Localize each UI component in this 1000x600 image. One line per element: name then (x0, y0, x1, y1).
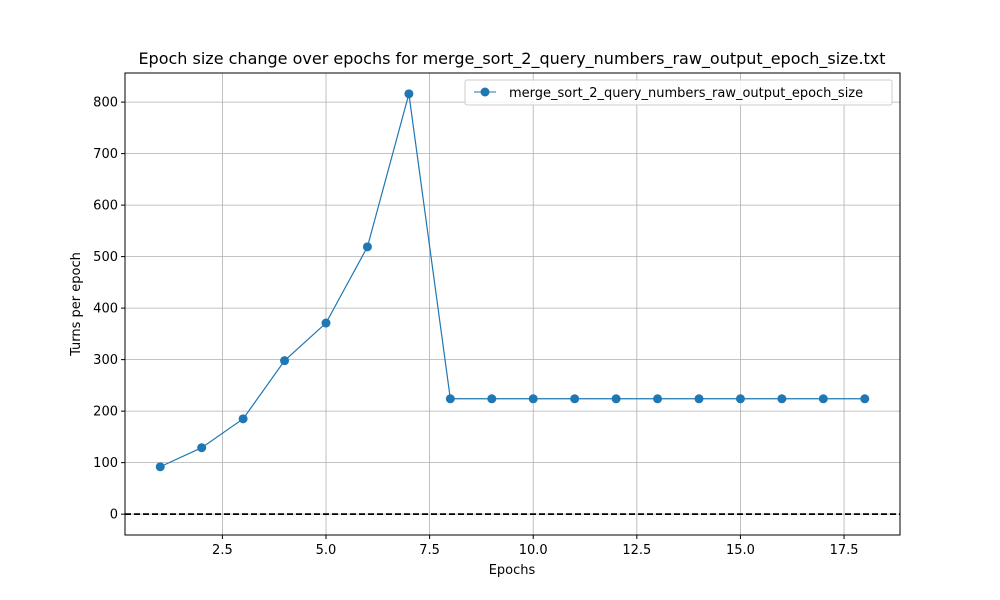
data-point (777, 394, 787, 404)
data-point (487, 394, 497, 404)
data-point (155, 462, 165, 472)
data-point (321, 318, 331, 328)
y-tick-label: 100 (93, 456, 118, 471)
data-point (197, 443, 207, 453)
data-point (445, 394, 455, 404)
chart-title: Epoch size change over epochs for merge_… (138, 49, 885, 69)
x-axis-label: Epochs (489, 563, 536, 578)
data-point (404, 89, 414, 99)
x-tick-label: 17.5 (830, 543, 859, 558)
data-point (735, 394, 745, 404)
legend: merge_sort_2_query_numbers_raw_output_ep… (464, 79, 893, 106)
x-tick-label: 15.0 (726, 543, 755, 558)
y-tick-label: 500 (93, 250, 118, 265)
legend-box (464, 79, 893, 106)
plot-frame (124, 72, 901, 536)
data-point (570, 394, 580, 404)
x-tick-label: 10.0 (519, 543, 548, 558)
x-tick-label: 7.5 (419, 543, 440, 558)
data-point (860, 394, 870, 404)
series-layer (155, 89, 870, 472)
data-point (694, 394, 704, 404)
series-line (159, 93, 865, 468)
y-axis-ticks: 0 100 200 300 400 500 600 700 800 (93, 96, 125, 523)
y-tick-label: 0 (110, 508, 118, 523)
legend-series-label: merge_sort_2_query_numbers_raw_output_ep… (509, 86, 863, 101)
y-axis-label: Turns per epoch (69, 252, 84, 357)
y-tick-label: 300 (93, 353, 118, 368)
data-point (280, 356, 290, 366)
data-point (528, 394, 538, 404)
y-tick-label: 400 (93, 302, 118, 317)
y-tick-label: 200 (93, 405, 118, 420)
y-tick-label: 800 (93, 96, 118, 111)
x-axis-ticks: 2.5 5.0 7.5 10.0 12.5 15.0 17.5 (212, 535, 859, 558)
x-tick-label: 2.5 (212, 543, 233, 558)
data-point (362, 242, 372, 252)
data-point (238, 414, 248, 424)
x-tick-label: 5.0 (316, 543, 337, 558)
x-tick-label: 12.5 (622, 543, 651, 558)
y-tick-label: 700 (93, 147, 118, 162)
data-point (818, 394, 828, 404)
y-tick-label: 600 (93, 199, 118, 214)
data-point (611, 394, 621, 404)
data-point (653, 394, 663, 404)
legend-series-marker (480, 87, 490, 97)
